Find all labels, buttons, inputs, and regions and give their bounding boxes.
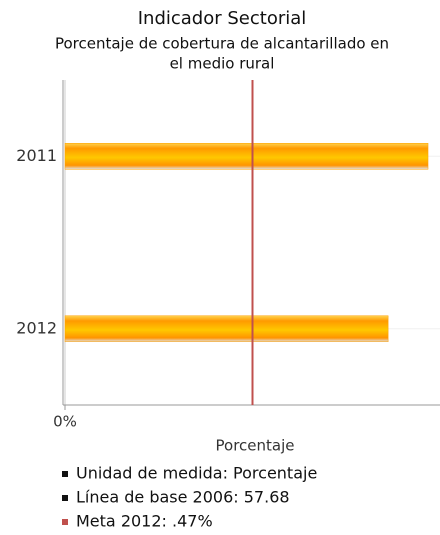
legend-bullet	[62, 495, 68, 501]
legend-label: Línea de base 2006: 57.68	[76, 488, 290, 507]
x-tick-label: 0%	[53, 413, 77, 431]
y-tick-label: 2012	[16, 318, 57, 337]
bar	[64, 143, 429, 170]
chart-subtitle: el medio rural	[170, 55, 275, 73]
chart-title: Indicador Sectorial	[138, 8, 307, 29]
y-tick-label: 2011	[16, 146, 57, 165]
legend-bullet	[62, 519, 68, 525]
legend-label: Unidad de medida: Porcentaje	[76, 464, 317, 483]
legend-bullet	[62, 471, 68, 477]
legend-label: Meta 2012: .47%	[76, 512, 213, 531]
bar	[64, 315, 389, 342]
chart-subtitle: Porcentaje de cobertura de alcantarillad…	[55, 35, 389, 53]
x-axis-title: Porcentaje	[216, 437, 295, 455]
